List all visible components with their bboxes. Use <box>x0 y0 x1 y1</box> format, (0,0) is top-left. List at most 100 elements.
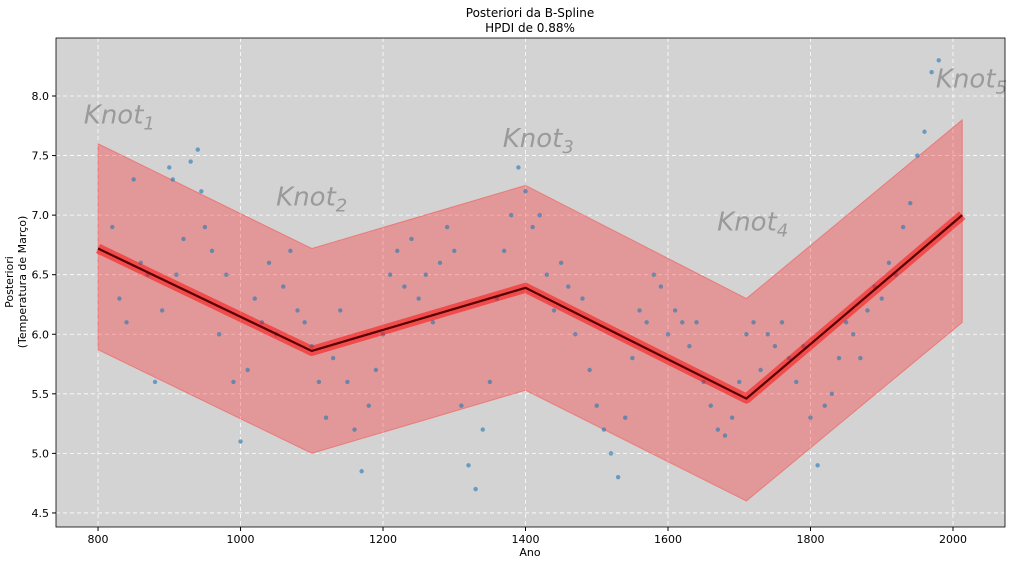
data-point <box>170 177 176 182</box>
data-point <box>302 320 307 325</box>
annotation: Knot3 <box>503 124 574 158</box>
data-point <box>509 212 514 218</box>
x-tick-label: 1400 <box>512 533 540 546</box>
x-tick-label: 2000 <box>939 533 967 546</box>
data-point <box>444 224 450 230</box>
data-point <box>836 355 842 361</box>
data-point <box>117 296 122 301</box>
data-point <box>544 272 550 277</box>
data-point <box>815 463 820 468</box>
data-point <box>601 427 607 432</box>
data-point <box>566 284 571 289</box>
mean-line <box>97 214 963 400</box>
data-point <box>373 367 379 373</box>
y-tick-label: 6.0 <box>32 328 50 341</box>
annotation-subscript: 5 <box>996 78 1007 99</box>
data-point <box>209 248 215 254</box>
annotation-subscript: 4 <box>777 221 788 242</box>
y-tick-label: 7.5 <box>32 150 50 163</box>
data-point <box>174 272 179 277</box>
annotation-text: Knot <box>717 208 777 238</box>
data-point <box>352 427 357 432</box>
y-tick-label: 5.5 <box>32 388 50 401</box>
data-point <box>409 236 414 242</box>
data-point <box>794 379 799 385</box>
data-point <box>922 129 927 134</box>
chart-subtitle: HPDI de 0.88% <box>485 21 575 35</box>
data-point <box>295 308 300 313</box>
data-point <box>323 415 329 420</box>
data-point <box>594 403 599 408</box>
data-point <box>630 355 635 361</box>
data-point <box>658 284 664 289</box>
chart-title: Posteriori da B-Spline <box>466 6 594 20</box>
data-point <box>758 367 763 373</box>
x-tick-label: 1800 <box>796 533 824 546</box>
data-point <box>473 486 478 492</box>
data-point <box>359 469 364 474</box>
data-point <box>530 224 535 230</box>
data-point <box>729 415 735 420</box>
annotation: Knot2 <box>276 183 347 217</box>
data-point <box>929 69 934 75</box>
data-point <box>822 403 827 408</box>
data-point <box>587 367 592 373</box>
data-point <box>387 272 393 277</box>
data-point <box>366 403 371 408</box>
data-point <box>537 212 542 218</box>
data-point <box>551 308 557 313</box>
data-point <box>402 284 407 289</box>
data-point <box>715 427 721 432</box>
x-tick-label: 800 <box>88 533 109 546</box>
x-axis-label: Ano <box>519 546 540 559</box>
data-point <box>152 379 158 385</box>
data-point <box>338 308 343 313</box>
data-point <box>615 475 621 480</box>
data-point <box>808 415 813 420</box>
data-point <box>330 355 336 361</box>
data-point <box>252 296 257 301</box>
data-point <box>188 159 193 164</box>
data-point <box>672 308 678 313</box>
y-tick-label: 8.0 <box>32 90 50 103</box>
data-point <box>523 189 528 194</box>
data-point <box>238 439 243 444</box>
data-point <box>466 463 471 468</box>
data-point <box>623 415 628 420</box>
data-point <box>915 153 920 158</box>
annotation: Knot5 <box>936 65 1007 99</box>
y-tick-label: 5.0 <box>32 447 50 460</box>
data-point <box>345 379 350 385</box>
x-tick-label: 1200 <box>369 533 397 546</box>
data-point <box>637 308 642 313</box>
data-point <box>224 272 229 277</box>
data-point <box>245 367 250 373</box>
data-point <box>216 332 222 337</box>
data-point <box>487 379 493 385</box>
data-point <box>680 320 685 325</box>
y-tick-label: 6.5 <box>32 269 50 282</box>
y-axis-label: Posteriori <box>3 256 16 308</box>
data-point <box>708 403 713 408</box>
data-point <box>858 355 863 361</box>
data-point <box>772 343 778 349</box>
data-point <box>159 308 165 313</box>
annotation-text: Knot <box>503 124 563 154</box>
annotation-text: Knot <box>84 100 144 130</box>
data-point <box>644 320 649 325</box>
data-point <box>395 248 400 254</box>
annotation: Knot1 <box>84 100 155 134</box>
data-point <box>936 58 941 63</box>
data-point <box>580 296 585 301</box>
annotation-text: Knot <box>936 65 996 95</box>
data-point <box>231 379 236 385</box>
data-point <box>459 403 464 408</box>
annotation-subscript: 1 <box>143 113 154 134</box>
data-point <box>665 332 671 337</box>
data-point <box>131 177 136 182</box>
data-point <box>722 433 728 438</box>
data-point <box>288 248 293 254</box>
data-point <box>202 224 208 230</box>
data-point <box>416 296 421 301</box>
data-point <box>558 260 564 265</box>
